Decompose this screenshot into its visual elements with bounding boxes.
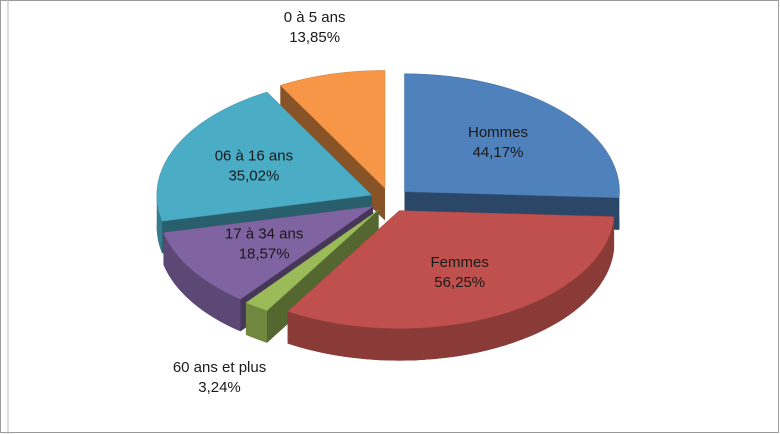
pie-slice-wall <box>245 209 379 335</box>
slice-label: Hommes <box>468 124 528 141</box>
slice-value-label: 44,17% <box>473 144 524 161</box>
slice-label: 17 à 34 ans <box>225 225 303 242</box>
slice-value-label: 3,24% <box>198 379 241 396</box>
slice-value-label: 56,25% <box>434 274 485 291</box>
pie-slice <box>404 73 620 199</box>
pie-slice <box>279 70 386 189</box>
pie-slice-side <box>156 195 163 254</box>
pie-slice <box>287 210 615 329</box>
slice-value-label: 18,57% <box>239 245 290 262</box>
slice-label: 0 à 5 ans <box>284 9 346 26</box>
slice-value-label: 13,85% <box>289 29 340 46</box>
slice-value-label: 35,02% <box>228 167 279 184</box>
slice-label: 60 ans et plus <box>173 359 266 376</box>
pie-slice <box>156 91 373 222</box>
pie-slice <box>163 206 374 300</box>
pie-slice-side <box>163 232 241 332</box>
slice-label: Femmes <box>431 254 489 271</box>
pie-slice-side <box>287 216 615 361</box>
slice-label: 06 à 16 ans <box>215 147 293 164</box>
pie-slice-side <box>245 302 267 343</box>
pie-slice <box>245 209 379 311</box>
